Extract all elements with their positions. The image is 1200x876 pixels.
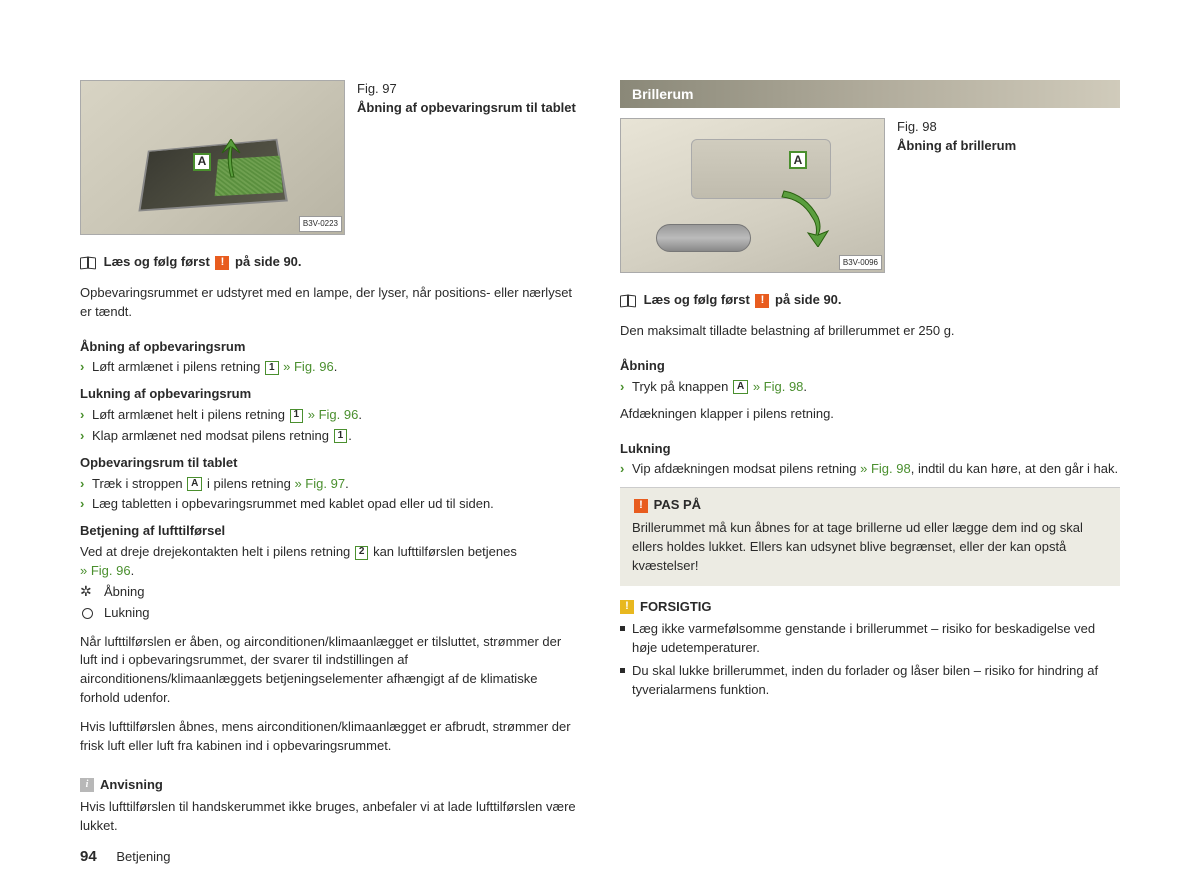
right-close-heading: Lukning xyxy=(620,440,1120,459)
air-intro: Ved at dreje drejekontakten helt i pilen… xyxy=(80,543,580,581)
pas-paa-block: ! PAS PÅ Brillerummet må kun åbnes for a… xyxy=(620,487,1120,585)
figure-97: A B3V-0223 Fig. 97 Åbning af opbevarings… xyxy=(80,80,580,235)
intro-text: Opbevaringsrummet er udstyret med en lam… xyxy=(80,284,580,322)
info-icon: i xyxy=(80,778,94,792)
figure-98-arrow xyxy=(776,187,831,247)
tablet-step-2: Læg tabletten i opbevaringsrummet med ka… xyxy=(80,495,580,514)
footer-section: Betjening xyxy=(116,849,170,864)
right-close-step: Vip afdækningen modsat pilens retning » … xyxy=(620,460,1120,479)
book-icon xyxy=(80,257,96,269)
warning-icon: ! xyxy=(755,294,769,308)
figure-97-marker-a: A xyxy=(193,153,211,171)
read-first-left: Læs og følg først ! på side 90. xyxy=(80,253,580,272)
page-number: 94 xyxy=(80,848,97,865)
section-title: Brillerum xyxy=(620,80,1120,108)
figure-98-caption: Fig. 98 Åbning af brillerum xyxy=(897,118,1016,273)
air-p2: Hvis lufttilførslen åbnes, mens aircondi… xyxy=(80,718,580,756)
close-heading: Lukning af opbevaringsrum xyxy=(80,385,580,404)
figure-97-arrow xyxy=(216,139,246,179)
figure-97-caption: Fig. 97 Åbning af opbevaringsrum til tab… xyxy=(357,80,576,235)
air-close-symbol: Lukning xyxy=(80,604,580,623)
figure-97-image: A B3V-0223 xyxy=(80,80,345,235)
open-step: Løft armlænet i pilens retning 1 » Fig. … xyxy=(80,358,580,377)
note-body: Hvis lufttilførslen til handskerummet ik… xyxy=(80,798,580,836)
figure-98-code: B3V-0096 xyxy=(839,255,882,271)
right-open-step: Tryk på knappen A » Fig. 98. xyxy=(620,378,1120,397)
open-heading: Åbning af opbevaringsrum xyxy=(80,338,580,357)
right-open-heading: Åbning xyxy=(620,357,1120,376)
forsigtig-b2: Du skal lukke brillerummet, inden du for… xyxy=(620,662,1120,700)
right-open-p: Afdækningen klapper i pilens retning. xyxy=(620,405,1120,424)
book-icon xyxy=(620,295,636,307)
air-heading: Betjening af lufttilførsel xyxy=(80,522,580,541)
air-p1: Når lufttilførslen er åben, og aircondit… xyxy=(80,633,580,708)
max-load: Den maksimalt tilladte belastning af bri… xyxy=(620,322,1120,341)
page-footer: 94 Betjening xyxy=(80,846,580,868)
read-first-right: Læs og følg først ! på side 90. xyxy=(620,291,1120,310)
warning-icon: ! xyxy=(634,499,648,513)
tablet-heading: Opbevaringsrum til tablet xyxy=(80,454,580,473)
note-heading: iAnvisning xyxy=(80,776,580,795)
figure-98-marker-a: A xyxy=(789,151,807,169)
forsigtig-heading: !FORSIGTIG xyxy=(620,598,1120,617)
forsigtig-b1: Læg ikke varmefølsomme genstande i brill… xyxy=(620,620,1120,658)
figure-97-code: B3V-0223 xyxy=(299,216,342,232)
warning-icon: ! xyxy=(215,256,229,270)
close-step-2: Klap armlænet ned modsat pilens retning … xyxy=(80,427,580,446)
close-step-1: Løft armlænet helt i pilens retning 1 » … xyxy=(80,406,580,425)
figure-98: A B3V-0096 Fig. 98 Åbning af brillerum xyxy=(620,118,1120,273)
tablet-step-1: Træk i stroppen A i pilens retning » Fig… xyxy=(80,475,580,494)
pas-paa-body: Brillerummet må kun åbnes for at tage br… xyxy=(632,519,1108,576)
figure-98-image: A B3V-0096 xyxy=(620,118,885,273)
air-open-symbol: Åbning xyxy=(80,583,580,602)
caution-icon: ! xyxy=(620,600,634,614)
